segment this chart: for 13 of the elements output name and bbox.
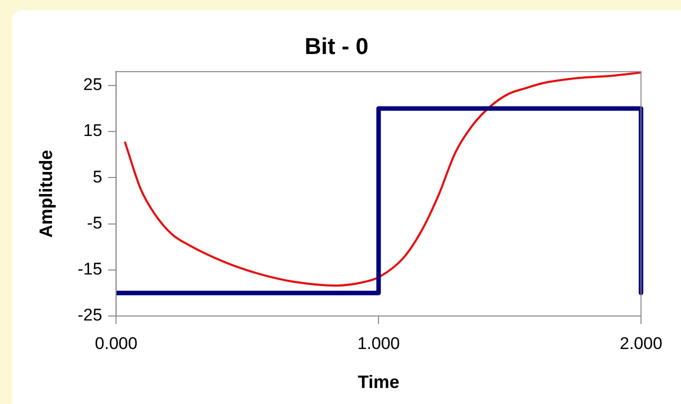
- chart-title: Bit - 0: [304, 33, 368, 60]
- y-tick-label: 15: [83, 121, 102, 140]
- y-tick-label: 25: [83, 75, 102, 94]
- line-series: [124, 72, 642, 287]
- x-tick-label: 0.000: [94, 334, 138, 353]
- y-tick-label: -15: [78, 260, 102, 279]
- x-tick-label: 1.000: [357, 334, 400, 353]
- y-tick-label: -25: [78, 306, 102, 325]
- x-axis-title: Time: [358, 372, 400, 392]
- x-tick-label: 2.000: [620, 334, 662, 353]
- y-tick-label: -5: [87, 213, 102, 232]
- y-tick-label: 5: [92, 167, 102, 186]
- y-axis-title: Amplitude: [36, 150, 56, 238]
